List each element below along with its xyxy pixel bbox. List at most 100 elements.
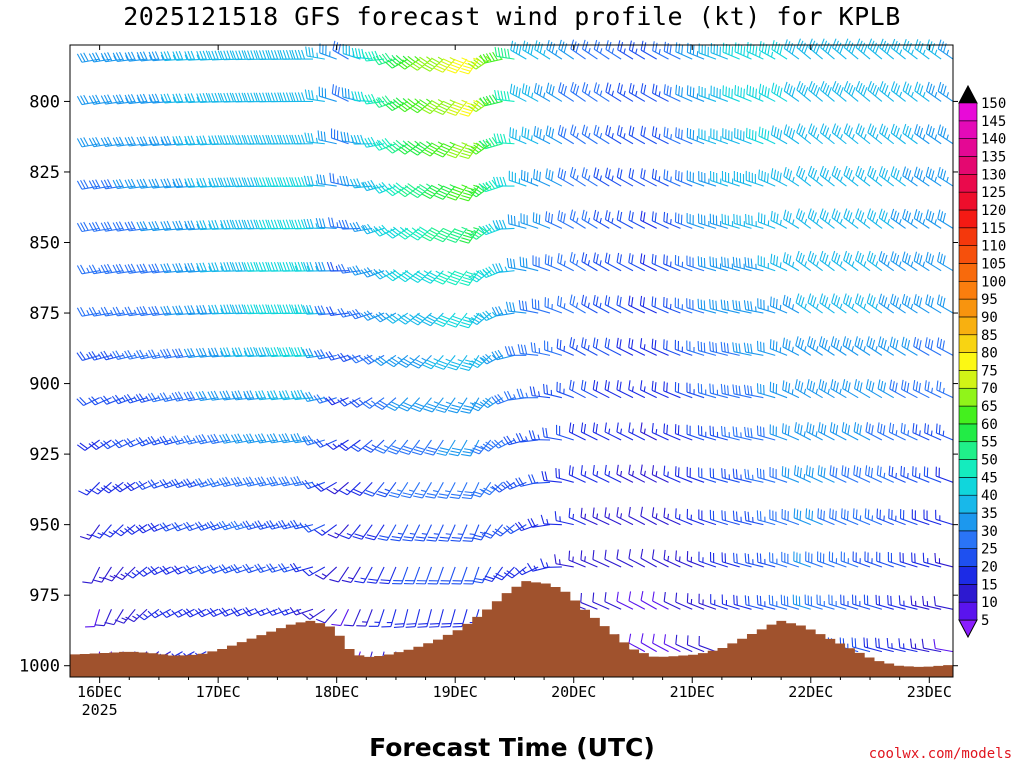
- barb-feather: [771, 82, 775, 93]
- barb-feather: [801, 42, 806, 52]
- barb-feather: [184, 93, 189, 103]
- barb-feather: [604, 549, 607, 560]
- barb-feather: [114, 394, 122, 403]
- barb-feather: [390, 491, 400, 496]
- barb-feather: [640, 83, 644, 93]
- barb-feather: [267, 347, 272, 357]
- barb-feather: [855, 165, 860, 176]
- barb-feather: [785, 168, 790, 179]
- barb-feather: [464, 232, 475, 236]
- wind-barb: [686, 508, 705, 526]
- barb-feather: [724, 468, 726, 479]
- barb-feather: [269, 433, 276, 443]
- barb-half-feather: [360, 577, 366, 580]
- wind-barb: [816, 551, 835, 568]
- barb-feather: [416, 313, 426, 320]
- barb-half-feather: [584, 556, 586, 562]
- barb-feather: [83, 221, 89, 231]
- barb-feather: [414, 60, 423, 67]
- barb-half-feather: [863, 303, 867, 309]
- barb-half-feather: [220, 308, 224, 314]
- barb-feather: [189, 391, 196, 400]
- barb-half-feather: [231, 393, 235, 399]
- wind-barb: [604, 592, 622, 610]
- barb-feather: [436, 65, 446, 71]
- barb-feather: [289, 177, 294, 187]
- barb-feather: [734, 42, 737, 52]
- wind-barb: [652, 83, 669, 102]
- barb-feather: [492, 51, 499, 61]
- wind-barb: [331, 609, 350, 627]
- barb-feather: [340, 352, 347, 361]
- barb-feather: [310, 133, 314, 143]
- barb-feather: [491, 307, 498, 317]
- barb-feather: [151, 306, 157, 316]
- barb-feather: [584, 211, 588, 221]
- barb-feather: [631, 127, 635, 137]
- barb-feather: [76, 307, 83, 317]
- barb-feather: [845, 210, 850, 220]
- barb-feather: [869, 82, 875, 93]
- barb-feather: [466, 271, 477, 276]
- wind-barb: [528, 430, 551, 441]
- wind-barb: [479, 179, 503, 193]
- wind-barb: [877, 336, 895, 356]
- barb-feather: [186, 478, 193, 487]
- barb-feather: [726, 343, 729, 353]
- barb-half-feather: [414, 140, 420, 145]
- barb-feather: [595, 423, 598, 434]
- barb-feather: [836, 339, 840, 350]
- barb-half-feather: [421, 532, 428, 535]
- barb-feather: [533, 169, 536, 179]
- barb-feather: [231, 304, 237, 314]
- barb-feather: [378, 226, 386, 234]
- wind-barb: [519, 256, 539, 272]
- barb-feather: [112, 264, 118, 274]
- barb-feather: [595, 338, 599, 349]
- wind-barb: [806, 379, 823, 399]
- wind-barb: [697, 213, 717, 229]
- barb-feather: [279, 50, 284, 60]
- barb-feather: [616, 464, 619, 475]
- barb-feather: [783, 209, 787, 220]
- wind-barb: [100, 306, 124, 317]
- barb-feather: [148, 136, 154, 146]
- barb-feather: [278, 390, 284, 400]
- barb-half-feather: [851, 303, 855, 309]
- barb-feather: [459, 367, 470, 371]
- barb-feather: [750, 385, 753, 396]
- barb-feather: [199, 348, 204, 358]
- barb-feather: [372, 271, 381, 280]
- wind-barb: [507, 214, 527, 229]
- wind-barb: [639, 295, 657, 314]
- barb-feather: [309, 218, 314, 229]
- barb-feather: [580, 592, 582, 603]
- wind-barb: [878, 293, 895, 314]
- barb-feather: [775, 256, 779, 266]
- barb-half-feather: [658, 133, 661, 140]
- wind-barb: [721, 213, 740, 229]
- barb-feather: [810, 167, 815, 178]
- barb-half-feather: [828, 134, 832, 140]
- barb-feather: [436, 150, 446, 156]
- barb-feather: [276, 346, 282, 357]
- wind-barb: [123, 394, 148, 404]
- barb-half-feather: [791, 346, 794, 353]
- barb-feather: [559, 297, 563, 307]
- barb-half-feather: [260, 609, 265, 615]
- barb-half-feather: [611, 133, 614, 139]
- barb-feather: [233, 563, 241, 573]
- barb-feather: [607, 254, 611, 264]
- barb-feather: [686, 42, 689, 53]
- barb-feather: [519, 388, 524, 398]
- barb-feather: [279, 177, 284, 187]
- barb-feather: [352, 399, 361, 407]
- barb-feather: [473, 272, 482, 279]
- wind-barb: [675, 508, 693, 526]
- barb-feather: [810, 125, 815, 135]
- barb-feather: [385, 361, 395, 368]
- wind-barb: [879, 38, 895, 60]
- barb-feather: [675, 634, 678, 645]
- barb-feather: [172, 93, 178, 103]
- wind-barb: [663, 549, 681, 568]
